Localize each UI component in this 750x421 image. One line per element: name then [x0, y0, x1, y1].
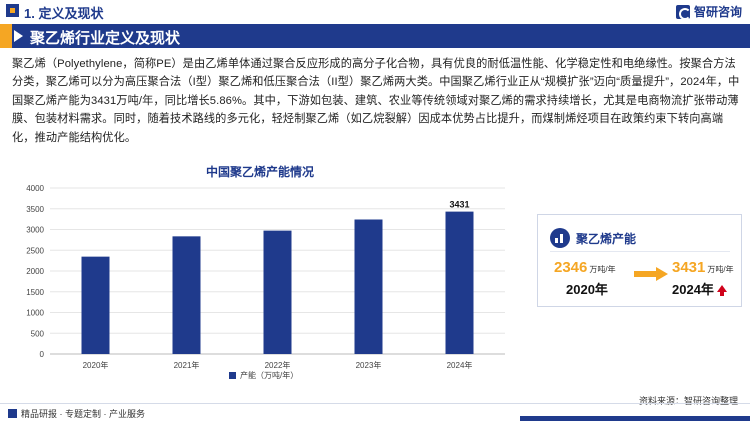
brand: 智研咨询 [675, 3, 742, 20]
bar [445, 211, 474, 354]
y-tick-label: 1000 [26, 309, 44, 318]
y-tick-label: 4000 [26, 184, 44, 193]
brand-name: 智研咨询 [693, 5, 742, 19]
footer-divider [0, 403, 750, 404]
y-tick-label: 3500 [26, 205, 44, 214]
top-bar: 1. 定义及现状 智研咨询 [0, 0, 750, 22]
source-note: 资料来源：智研咨询整理 [638, 396, 738, 406]
section-marker-icon [6, 4, 19, 17]
footer-marker-icon [8, 409, 17, 418]
from-value-block: 2346 万吨/年 2020年 [554, 259, 616, 298]
data-label: 3431 [449, 200, 469, 210]
to-value: 3431 [672, 259, 706, 276]
title-banner: 聚乙烯行业定义及现状 [0, 24, 750, 48]
x-tick-label: 2022年 [265, 360, 291, 370]
from-value: 2346 [554, 259, 588, 276]
bar [81, 256, 110, 354]
y-tick-label: 1500 [26, 288, 44, 297]
x-tick-label: 2023年 [356, 360, 382, 370]
y-tick-label: 0 [40, 350, 45, 359]
banner-accent [0, 24, 12, 48]
y-tick-label: 500 [31, 329, 45, 338]
footer-tagline: 精品研报 · 专题定制 · 产业服务 [21, 409, 145, 419]
bar-chart-icon [550, 228, 570, 248]
intro-paragraph: 聚乙烯（Polyethylene，简称PE）是由乙烯单体通过聚合反应形成的高分子… [12, 58, 740, 144]
chart-title: 中国聚乙烯产能情况 [205, 165, 314, 179]
brand-logo-icon [675, 4, 691, 20]
card-divider [550, 251, 730, 252]
bar [263, 230, 292, 354]
card-title: 聚乙烯产能 [576, 231, 637, 246]
legend-swatch [229, 372, 236, 379]
x-tick-label: 2020年 [83, 360, 109, 370]
from-unit: 万吨/年 [589, 265, 616, 274]
bar [354, 219, 383, 354]
page-title: 聚乙烯行业定义及现状 [30, 30, 181, 47]
up-arrow-icon [716, 285, 727, 296]
to-year-row: 2024年 [672, 279, 734, 298]
x-tick-label: 2021年 [174, 360, 200, 370]
play-arrow-icon [14, 30, 23, 42]
footer-tagline-row: 精品研报 · 专题定制 · 产业服务 [8, 407, 145, 420]
card-header: 聚乙烯产能 [550, 228, 637, 248]
bottom-accent-strip [520, 416, 750, 421]
capacity-card: 聚乙烯产能 2346 万吨/年 2020年 3431 万吨/年 2024年 [537, 214, 742, 307]
to-value-block: 3431 万吨/年 2024年 [672, 259, 734, 298]
to-year: 2024年 [672, 282, 714, 297]
chart-canvas: 0 500 1000 1500 2000 2500 3000 3500 4000 2020年 202… [26, 184, 505, 380]
right-arrow-icon [634, 267, 668, 281]
bar [172, 236, 201, 354]
x-tick-label: 2024年 [447, 360, 473, 370]
section-title: 1. 定义及现状 [24, 6, 104, 21]
to-unit: 万吨/年 [707, 265, 734, 274]
y-tick-label: 2500 [26, 246, 44, 255]
y-tick-label: 2000 [26, 267, 44, 276]
capacity-chart: 中国聚乙烯产能情况 0 500 1000 1500 2000 2500 3000 3500 40… [0, 158, 520, 398]
legend-label: 产能（万吨/年） [240, 370, 298, 380]
from-year: 2020年 [566, 282, 608, 297]
y-tick-label: 3000 [26, 226, 44, 235]
